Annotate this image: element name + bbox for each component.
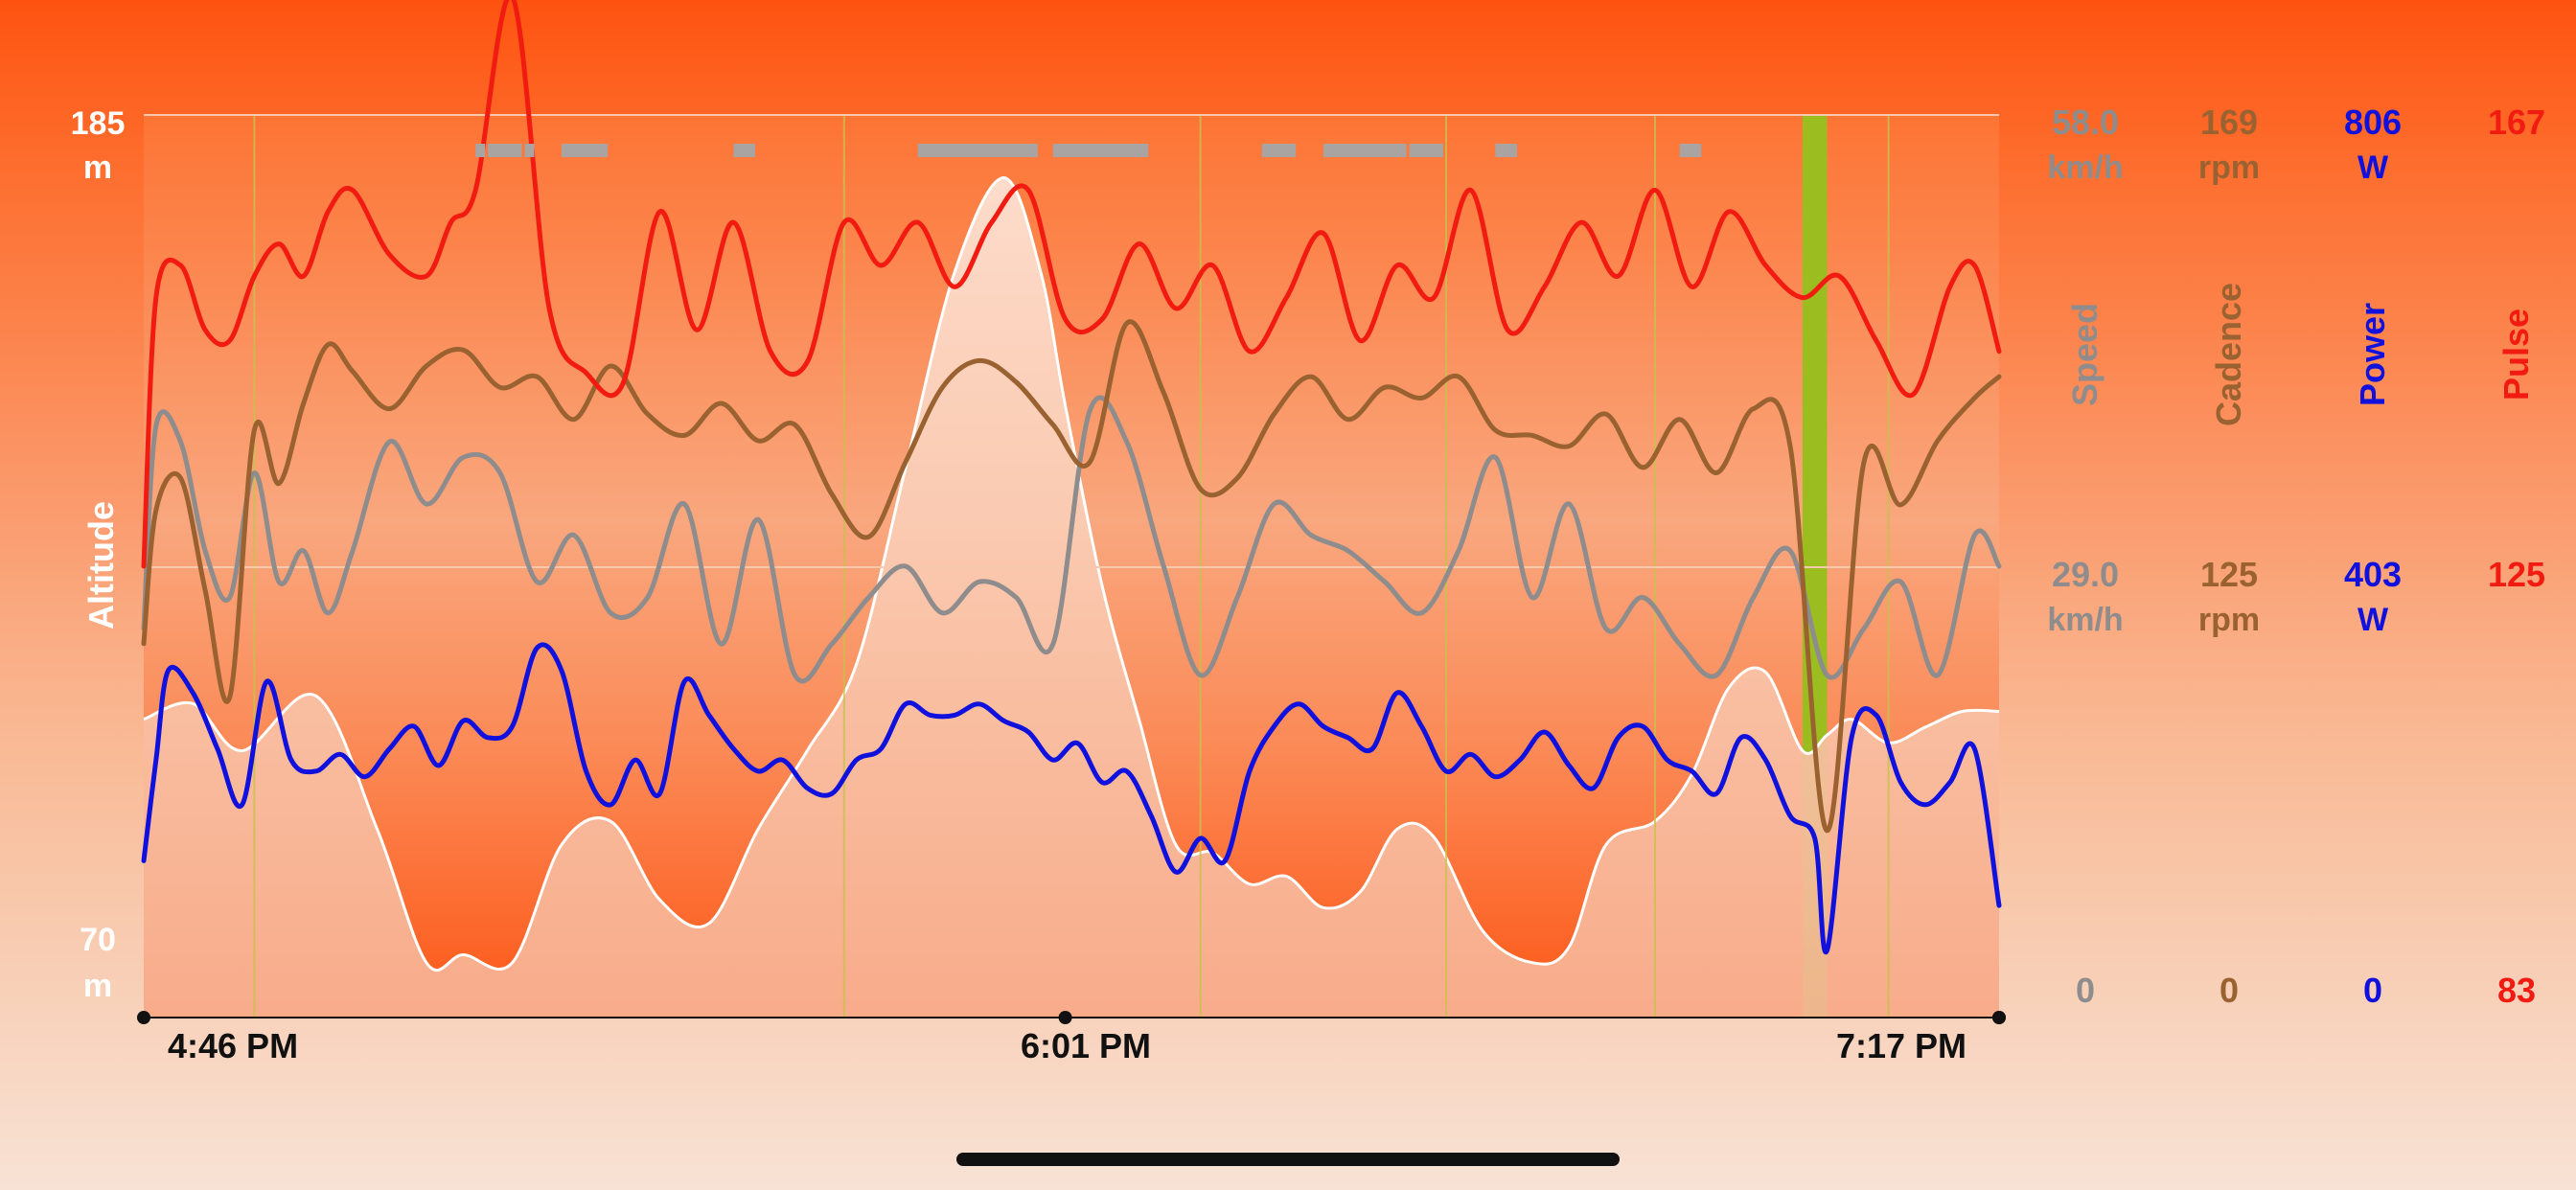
pulse-axis-column: 167 Pulse 125 83 (2488, 103, 2545, 1010)
altitude-axis-title: Altitude (81, 501, 121, 629)
grid-layer (144, 114, 1999, 568)
altitude-layer (143, 175, 2000, 1018)
segment-bar (475, 144, 486, 157)
segment-bar (917, 144, 1038, 157)
cadence-top-unit: rpm (2198, 149, 2260, 186)
speed-bottom-value: 0 (2076, 971, 2095, 1010)
segment-bar (1495, 144, 1517, 157)
power-mid-value: 403 (2344, 555, 2402, 594)
speed-mid-unit: km/h (2047, 602, 2123, 638)
cadence-bottom-value: 0 (2220, 971, 2239, 1010)
altitude-min-label: 70 (80, 922, 116, 958)
time-tick-label-start: 4:46 PM (168, 1026, 298, 1065)
power-bottom-value: 0 (2363, 971, 2382, 1010)
speed-top-value: 58.0 (2052, 103, 2119, 142)
altitude-max-unit: m (83, 149, 112, 186)
power-line (141, 642, 2002, 955)
power-mid-unit: W (2358, 602, 2389, 638)
segment-bar (1052, 144, 1149, 157)
power-axis-title: Power (2353, 303, 2392, 406)
altitude-max-label: 185 (71, 105, 126, 142)
altitude-line (143, 175, 2000, 972)
time-tick-dot (137, 1011, 150, 1024)
time-axis (137, 1011, 2006, 1024)
time-tick-dot (1992, 1011, 2006, 1024)
time-tick-dot (1058, 1011, 1072, 1024)
speed-axis-column: 58.0 km/h Speed 29.0 km/h 0 (2047, 103, 2123, 1010)
segment-bars-layer (475, 144, 1702, 157)
pulse-top-value: 167 (2488, 103, 2545, 142)
power-top-unit: W (2358, 149, 2389, 186)
segment-bar (561, 144, 609, 157)
segment-bar (733, 144, 756, 157)
speed-mid-value: 29.0 (2052, 555, 2119, 594)
pulse-bottom-value: 83 (2497, 971, 2536, 1010)
cadence-mid-value: 125 (2200, 555, 2258, 594)
cadence-mid-unit: rpm (2198, 602, 2260, 638)
time-tick-label-end: 7:17 PM (1836, 1026, 1966, 1065)
series-layer (141, 0, 2002, 955)
speed-top-unit: km/h (2047, 149, 2123, 186)
segment-bar (524, 144, 535, 157)
segment-bar (487, 144, 522, 157)
power-axis-column: 806 W Power 403 W 0 (2344, 103, 2402, 1010)
home-indicator[interactable] (956, 1153, 1620, 1166)
cadence-top-value: 169 (2200, 103, 2258, 142)
speed-line (141, 395, 2002, 684)
pulse-axis-title: Pulse (2496, 309, 2536, 400)
cadence-axis-title: Cadence (2209, 283, 2248, 426)
cadence-line (141, 319, 2002, 834)
altitude-area (144, 177, 1999, 1018)
segment-bar (1679, 144, 1702, 157)
pulse-line (141, 0, 2002, 569)
speed-axis-title: Speed (2065, 303, 2104, 406)
power-top-value: 806 (2344, 103, 2402, 142)
segment-bar (1322, 144, 1407, 157)
segment-bar (1261, 144, 1297, 157)
pulse-mid-value: 125 (2488, 555, 2545, 594)
altitude-min-unit: m (83, 968, 112, 1004)
time-tick-label-middle: 6:01 PM (1021, 1026, 1151, 1065)
cadence-axis-column: 169 rpm Cadence 125 rpm 0 (2198, 103, 2260, 1010)
segment-bar (1409, 144, 1444, 157)
